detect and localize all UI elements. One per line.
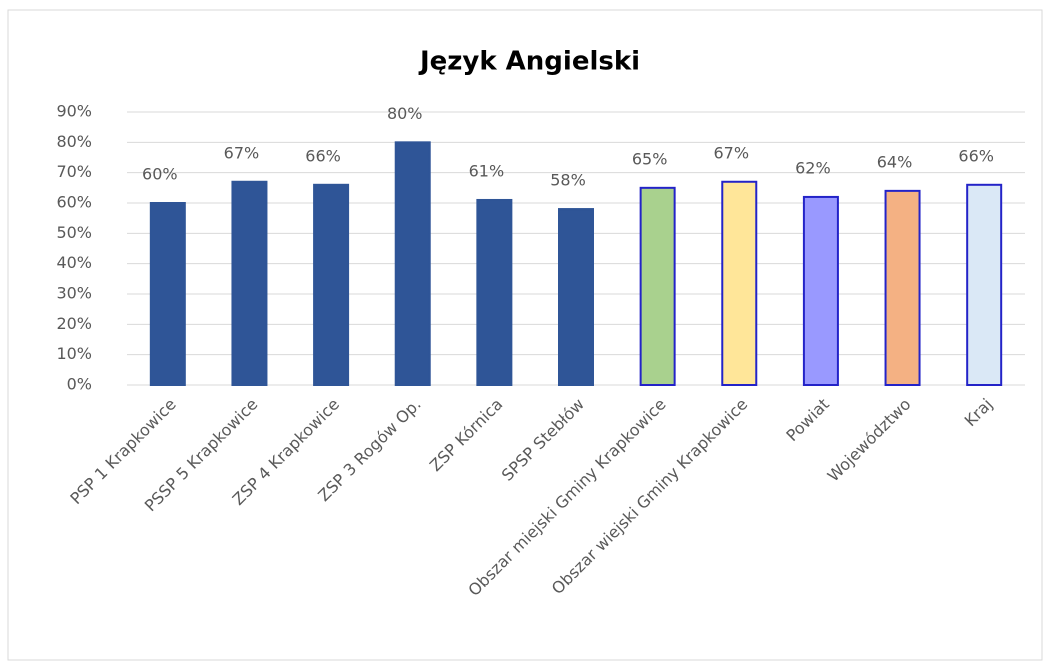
data-label: 66% [305, 146, 341, 165]
data-label: 65% [632, 149, 668, 168]
y-tick-label: 90% [56, 102, 92, 121]
data-label: 67% [224, 143, 260, 162]
bar [476, 198, 513, 386]
y-tick-label: 10% [56, 344, 92, 363]
bar [884, 189, 921, 386]
bar [802, 195, 839, 386]
y-tick-label: 70% [56, 162, 92, 181]
data-label: 62% [795, 158, 831, 177]
y-tick-label: 50% [56, 223, 92, 242]
bar [558, 208, 594, 386]
y-tick-label: 60% [56, 193, 92, 212]
y-tick-label: 0% [67, 375, 92, 394]
bar [231, 180, 268, 386]
bar [639, 186, 676, 386]
y-tick-label: 40% [56, 253, 92, 272]
bar [313, 183, 350, 386]
bar [149, 202, 186, 386]
data-label: 58% [550, 171, 586, 190]
data-label: 60% [142, 165, 178, 184]
data-label: 66% [958, 146, 994, 165]
bar [394, 141, 431, 386]
bar [966, 183, 1003, 386]
data-label: 61% [469, 161, 505, 180]
data-label: 64% [877, 152, 913, 171]
y-tick-label: 80% [56, 132, 92, 151]
y-tick-label: 30% [56, 284, 92, 303]
data-label: 80% [387, 104, 423, 123]
data-label: 67% [713, 143, 749, 162]
chart-title: Język Angielski [418, 47, 640, 77]
bar [721, 180, 758, 386]
y-tick-label: 20% [56, 314, 92, 333]
